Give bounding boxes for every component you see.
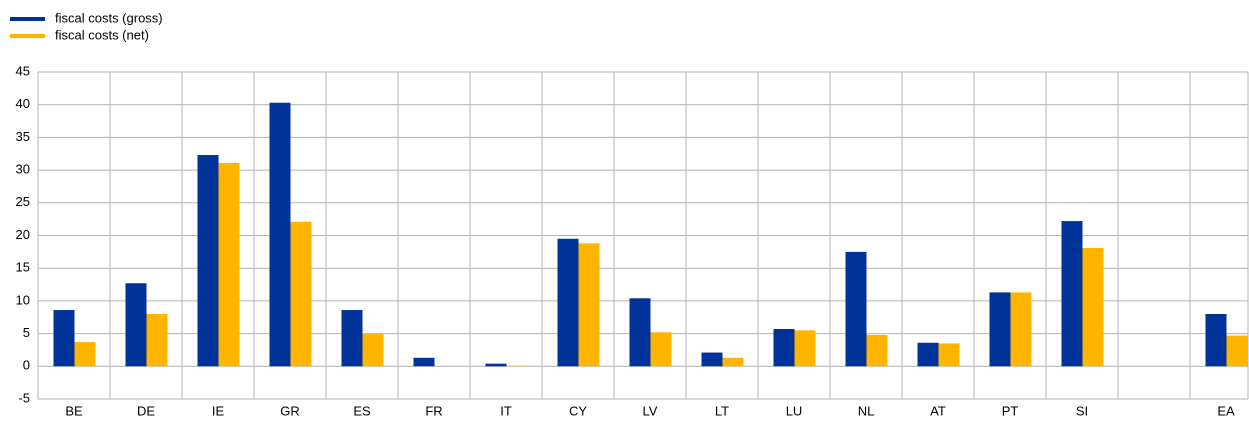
bar — [650, 332, 672, 367]
y-tick-label: 45 — [16, 63, 30, 78]
y-tick-label: 25 — [16, 194, 30, 209]
x-tick-label: NL — [858, 403, 875, 418]
bar — [1226, 335, 1248, 367]
bar — [1205, 313, 1227, 367]
bar — [794, 330, 816, 367]
bar — [362, 333, 384, 367]
x-tick-label: FR — [425, 403, 442, 418]
y-tick-label: 15 — [16, 260, 30, 275]
y-tick-label: 10 — [16, 292, 30, 307]
x-tick-label: GR — [280, 403, 300, 418]
bar — [197, 155, 219, 367]
y-tick-label: 40 — [16, 96, 30, 111]
bar — [845, 251, 867, 367]
bar — [1010, 292, 1032, 367]
y-tick-label: 5 — [23, 325, 30, 340]
x-tick-label: ES — [353, 403, 371, 418]
x-tick-label: LU — [786, 403, 803, 418]
x-tick-label: CY — [569, 403, 587, 418]
y-tick-label: -5 — [18, 390, 30, 405]
x-tick-label: SI — [1076, 403, 1088, 418]
y-tick-label: 30 — [16, 162, 30, 177]
bar — [74, 342, 96, 367]
bar — [578, 243, 600, 367]
x-tick-label: DE — [137, 403, 155, 418]
bar — [506, 365, 528, 367]
y-tick-label: 35 — [16, 129, 30, 144]
bar — [146, 313, 168, 367]
bar — [917, 342, 939, 367]
bar — [722, 357, 744, 367]
x-tick-label: IE — [212, 403, 225, 418]
bar — [1082, 247, 1104, 367]
legend-label: fiscal costs (gross) — [55, 10, 163, 25]
x-tick-label: EA — [1217, 403, 1235, 418]
bar — [53, 310, 75, 367]
x-tick-label: BE — [65, 403, 83, 418]
bar — [290, 221, 312, 367]
bar — [989, 292, 1011, 367]
x-tick-label: LT — [715, 403, 729, 418]
bar — [413, 357, 435, 367]
x-tick-label: PT — [1002, 403, 1019, 418]
bar — [269, 102, 291, 367]
bar — [125, 283, 147, 367]
bar — [1061, 221, 1083, 367]
bar — [485, 363, 507, 367]
y-tick-label: 0 — [23, 358, 30, 373]
legend-label: fiscal costs (net) — [55, 27, 149, 42]
bar — [701, 352, 723, 367]
y-tick-label: 20 — [16, 227, 30, 242]
x-tick-label: IT — [500, 403, 512, 418]
x-tick-label: LV — [643, 403, 658, 418]
bar — [218, 162, 240, 367]
bar — [557, 238, 579, 367]
bar — [629, 298, 651, 367]
bar — [773, 329, 795, 367]
x-tick-label: AT — [930, 403, 946, 418]
bar — [341, 310, 363, 367]
bar — [938, 343, 960, 367]
bar — [866, 334, 888, 367]
